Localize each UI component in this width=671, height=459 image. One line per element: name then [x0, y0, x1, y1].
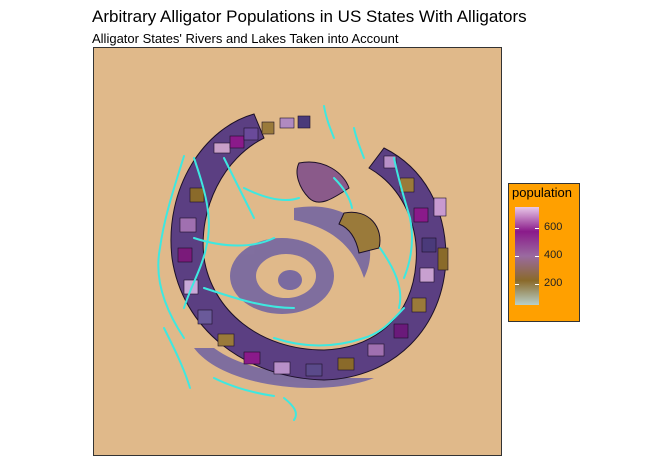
- map-title: Arbitrary Alligator Populations in US St…: [92, 7, 527, 26]
- legend-tick-label: 600: [544, 221, 563, 233]
- county-ring: [170, 113, 447, 381]
- legend: population 600 400 200: [508, 183, 580, 322]
- inner-core: [278, 270, 302, 290]
- legend-tick-mark: [535, 284, 539, 285]
- legend-tick-label: 400: [544, 249, 563, 261]
- legend-tick-label: 200: [544, 277, 563, 289]
- legend-tick-mark: [535, 256, 539, 257]
- map-subtitle: Alligator States' Rivers and Lakes Taken…: [92, 31, 399, 46]
- legend-title: population: [512, 185, 572, 200]
- legend-tick-mark: [535, 228, 539, 229]
- rivers: [157, 105, 413, 421]
- map-panel: [93, 47, 502, 456]
- legend-tick-mark: [515, 228, 519, 229]
- legend-tick-mark: [515, 284, 519, 285]
- map-canvas: [94, 48, 501, 455]
- legend-tick-mark: [515, 256, 519, 257]
